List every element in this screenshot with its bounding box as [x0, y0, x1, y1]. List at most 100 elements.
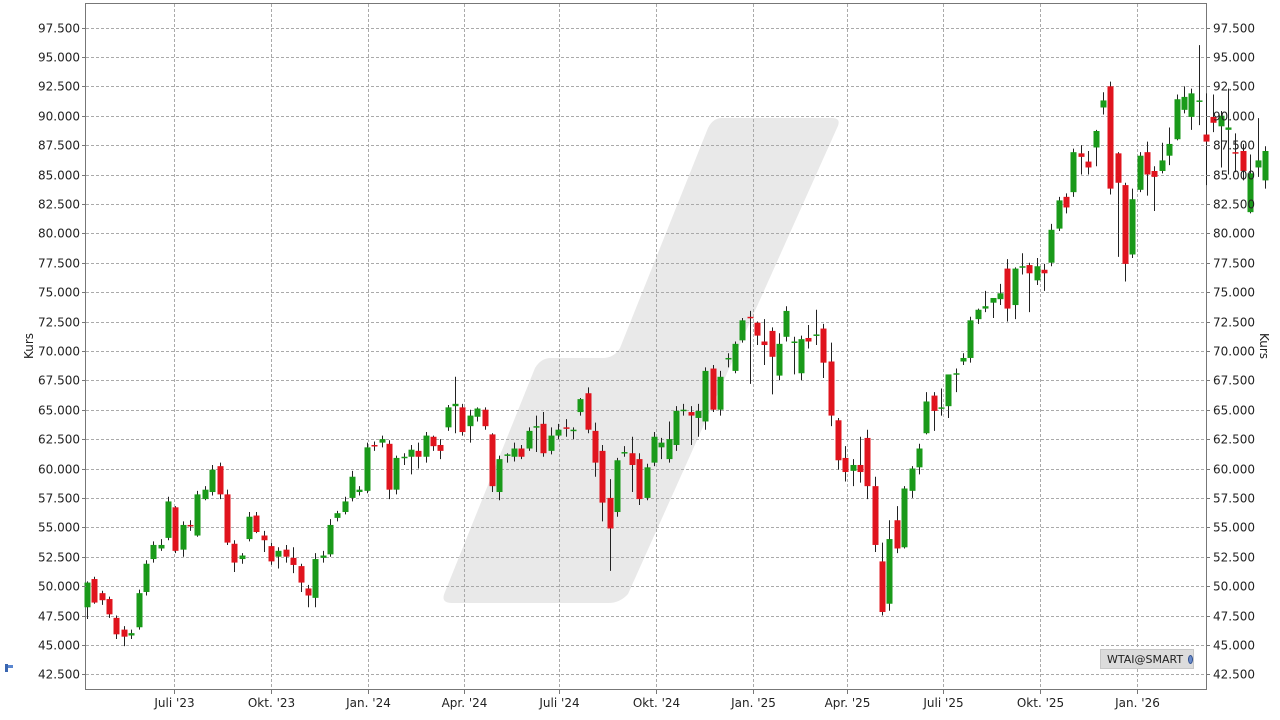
x-tick-label: Apr. '24: [442, 696, 488, 710]
candle-body: [327, 524, 334, 555]
candle: [504, 453, 511, 463]
candle-body: [356, 489, 363, 493]
y-tick-label-left: 97.500: [38, 22, 80, 36]
candle-body: [607, 497, 614, 529]
candle: [1048, 223, 1055, 267]
candle: [570, 427, 577, 440]
candle: [931, 392, 938, 431]
candle-body: [246, 516, 253, 540]
candle-body: [165, 501, 172, 538]
candle-body: [828, 361, 835, 416]
candle: [261, 530, 268, 552]
candle-body: [371, 444, 378, 447]
symbol-label: WTAI@SMART: [1107, 652, 1184, 666]
candle-body: [857, 464, 864, 473]
candle: [253, 512, 260, 534]
candle-body: [1026, 265, 1033, 274]
y-tick-label-left: 70.000: [38, 345, 80, 359]
candle: [356, 486, 363, 496]
candle: [334, 510, 341, 522]
candle-body: [761, 341, 768, 346]
candle: [850, 459, 857, 487]
candle: [1247, 154, 1254, 214]
candle: [828, 342, 835, 427]
candle: [1144, 141, 1151, 196]
candle: [150, 541, 157, 563]
candle: [268, 542, 275, 565]
candle-body: [386, 443, 393, 490]
candle: [1225, 88, 1232, 175]
candle: [805, 325, 812, 349]
candle: [511, 442, 518, 462]
candle-body: [997, 293, 1004, 300]
y-tick-label-right: 67.500: [1213, 374, 1255, 388]
candle: [754, 321, 761, 346]
candle: [158, 539, 165, 551]
candle-body: [445, 407, 452, 428]
candle: [437, 439, 444, 460]
y-tick-label-right: 70.000: [1213, 345, 1255, 359]
candle-body: [99, 593, 106, 601]
candle-body: [1225, 127, 1232, 130]
candle-body: [467, 415, 474, 427]
candle-body: [1093, 131, 1100, 148]
candle-body: [1240, 150, 1247, 171]
candle-body: [187, 524, 194, 527]
candle: [1026, 262, 1033, 313]
candle-body: [261, 535, 268, 541]
candle: [864, 429, 871, 500]
candle-body: [474, 408, 481, 417]
candle: [430, 435, 437, 451]
y-tick-label-left: 92.500: [38, 80, 80, 94]
settings-icon[interactable]: [3, 662, 15, 674]
candle-body: [1203, 134, 1210, 142]
candle-body: [1019, 266, 1026, 268]
candle-body: [423, 435, 430, 457]
candle: [673, 406, 680, 451]
candle-body: [614, 460, 621, 513]
candle-body: [901, 488, 908, 548]
candle-body: [776, 343, 783, 376]
candle-body: [1129, 199, 1136, 255]
candle: [879, 542, 886, 616]
x-tick-label: Juli '23: [153, 696, 194, 710]
candle: [577, 397, 584, 416]
candle: [1151, 166, 1158, 211]
candle-body: [563, 427, 570, 429]
candle-body: [1012, 268, 1019, 306]
candle: [1012, 267, 1019, 320]
candle: [688, 406, 695, 445]
candle-body: [577, 399, 584, 413]
candle-body: [253, 515, 260, 533]
y-tick-label-right: 80.000: [1213, 227, 1255, 241]
candle: [886, 520, 893, 611]
candle-body: [158, 544, 165, 549]
candle-body: [879, 561, 886, 612]
candle: [975, 308, 982, 324]
candle: [84, 581, 91, 620]
candle: [651, 432, 658, 467]
y-tick-label-left: 90.000: [38, 110, 80, 124]
candle-body: [1070, 152, 1077, 193]
candle-body: [1034, 266, 1041, 281]
candle-body: [217, 466, 224, 495]
candle-body: [975, 309, 982, 320]
candle: [459, 403, 466, 436]
candle: [1240, 143, 1247, 181]
candle-body: [275, 550, 282, 557]
candle: [982, 290, 989, 313]
candle: [997, 283, 1004, 306]
candle-body: [1107, 86, 1114, 189]
y-tick-label-left: 60.000: [38, 463, 80, 477]
candle-body: [953, 373, 960, 375]
y-tick-label-right: 92.500: [1213, 80, 1255, 94]
candle-body: [459, 407, 466, 433]
candle: [857, 436, 864, 483]
candle-body: [489, 434, 496, 487]
candle: [710, 365, 717, 413]
candle-body: [592, 430, 599, 463]
candle-body: [224, 494, 231, 543]
candle-body: [320, 555, 327, 558]
candle-body: [511, 448, 518, 457]
candle-body: [452, 403, 459, 407]
